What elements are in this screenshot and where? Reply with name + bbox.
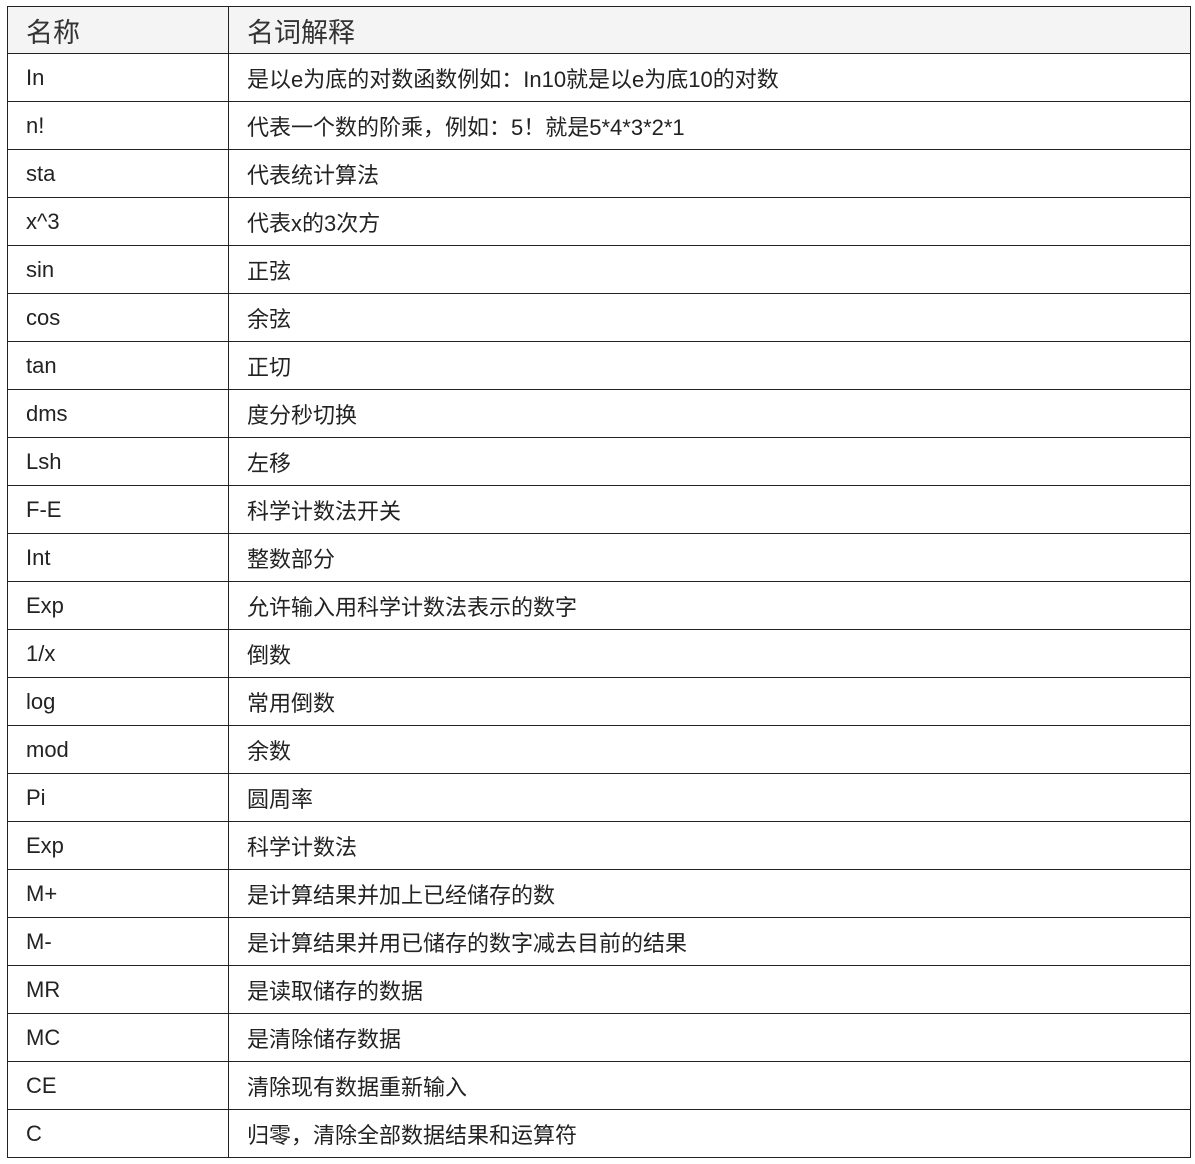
cell-explanation: 整数部分 [228, 533, 1191, 582]
table-row: mod 余数 [7, 725, 1191, 774]
cell-name: 1/x [7, 629, 229, 678]
cell-explanation: 正弦 [228, 245, 1191, 294]
cell-explanation: 代表统计算法 [228, 149, 1191, 198]
cell-name: CE [7, 1061, 229, 1110]
cell-explanation: 是清除储存数据 [228, 1013, 1191, 1062]
cell-name: Exp [7, 581, 229, 630]
cell-name: sin [7, 245, 229, 294]
table-row: F-E 科学计数法开关 [7, 485, 1191, 534]
cell-explanation: 代表一个数的阶乘，例如：5！就是5*4*3*2*1 [228, 101, 1191, 150]
cell-explanation: 归零，清除全部数据结果和运算符 [228, 1109, 1191, 1158]
table-row: sin 正弦 [7, 245, 1191, 294]
table-row: n! 代表一个数的阶乘，例如：5！就是5*4*3*2*1 [7, 101, 1191, 150]
cell-name: MC [7, 1013, 229, 1062]
table-row: log 常用倒数 [7, 677, 1191, 726]
cell-name: cos [7, 293, 229, 342]
cell-explanation: 度分秒切换 [228, 389, 1191, 438]
cell-name: M+ [7, 869, 229, 918]
cell-explanation: 左移 [228, 437, 1191, 486]
table-row: In 是以e为底的对数函数例如：In10就是以e为底10的对数 [7, 53, 1191, 102]
table-row: Lsh 左移 [7, 437, 1191, 486]
table-row: MR 是读取储存的数据 [7, 965, 1191, 1014]
header-explanation: 名词解释 [228, 6, 1191, 54]
cell-name: In [7, 53, 229, 102]
cell-name: sta [7, 149, 229, 198]
cell-explanation: 常用倒数 [228, 677, 1191, 726]
table-row: 1/x 倒数 [7, 629, 1191, 678]
table-header-row: 名称 名词解释 [7, 6, 1191, 54]
cell-explanation: 是计算结果并用已储存的数字减去目前的结果 [228, 917, 1191, 966]
cell-explanation: 代表x的3次方 [228, 197, 1191, 246]
table-row: C 归零，清除全部数据结果和运算符 [7, 1109, 1191, 1158]
table-row: tan 正切 [7, 341, 1191, 390]
cell-explanation: 是计算结果并加上已经储存的数 [228, 869, 1191, 918]
header-name: 名称 [7, 6, 229, 54]
table-row: dms 度分秒切换 [7, 389, 1191, 438]
cell-name: MR [7, 965, 229, 1014]
cell-explanation: 余弦 [228, 293, 1191, 342]
cell-name: Pi [7, 773, 229, 822]
cell-explanation: 允许输入用科学计数法表示的数字 [228, 581, 1191, 630]
table-row: Exp 允许输入用科学计数法表示的数字 [7, 581, 1191, 630]
table-row: cos 余弦 [7, 293, 1191, 342]
cell-name: Int [7, 533, 229, 582]
cell-name: x^3 [7, 197, 229, 246]
cell-explanation: 倒数 [228, 629, 1191, 678]
table-row: Exp 科学计数法 [7, 821, 1191, 870]
cell-name: M- [7, 917, 229, 966]
table-row: MC 是清除储存数据 [7, 1013, 1191, 1062]
table-row: Pi 圆周率 [7, 773, 1191, 822]
cell-name: C [7, 1109, 229, 1158]
cell-explanation: 正切 [228, 341, 1191, 390]
cell-name: F-E [7, 485, 229, 534]
table-row: M- 是计算结果并用已储存的数字减去目前的结果 [7, 917, 1191, 966]
cell-name: tan [7, 341, 229, 390]
cell-name: dms [7, 389, 229, 438]
cell-explanation: 是以e为底的对数函数例如：In10就是以e为底10的对数 [228, 53, 1191, 102]
table-row: CE 清除现有数据重新输入 [7, 1061, 1191, 1110]
cell-explanation: 科学计数法 [228, 821, 1191, 870]
cell-name: mod [7, 725, 229, 774]
cell-name: Lsh [7, 437, 229, 486]
table-row: x^3 代表x的3次方 [7, 197, 1191, 246]
cell-name: n! [7, 101, 229, 150]
cell-name: Exp [7, 821, 229, 870]
cell-explanation: 圆周率 [228, 773, 1191, 822]
cell-explanation: 是读取储存的数据 [228, 965, 1191, 1014]
cell-explanation: 科学计数法开关 [228, 485, 1191, 534]
table-row: Int 整数部分 [7, 533, 1191, 582]
cell-name: log [7, 677, 229, 726]
cell-explanation: 清除现有数据重新输入 [228, 1061, 1191, 1110]
glossary-table: 名称 名词解释 In 是以e为底的对数函数例如：In10就是以e为底10的对数 n!… [7, 6, 1191, 1158]
table-row: sta 代表统计算法 [7, 149, 1191, 198]
table-row: M+ 是计算结果并加上已经储存的数 [7, 869, 1191, 918]
cell-explanation: 余数 [228, 725, 1191, 774]
